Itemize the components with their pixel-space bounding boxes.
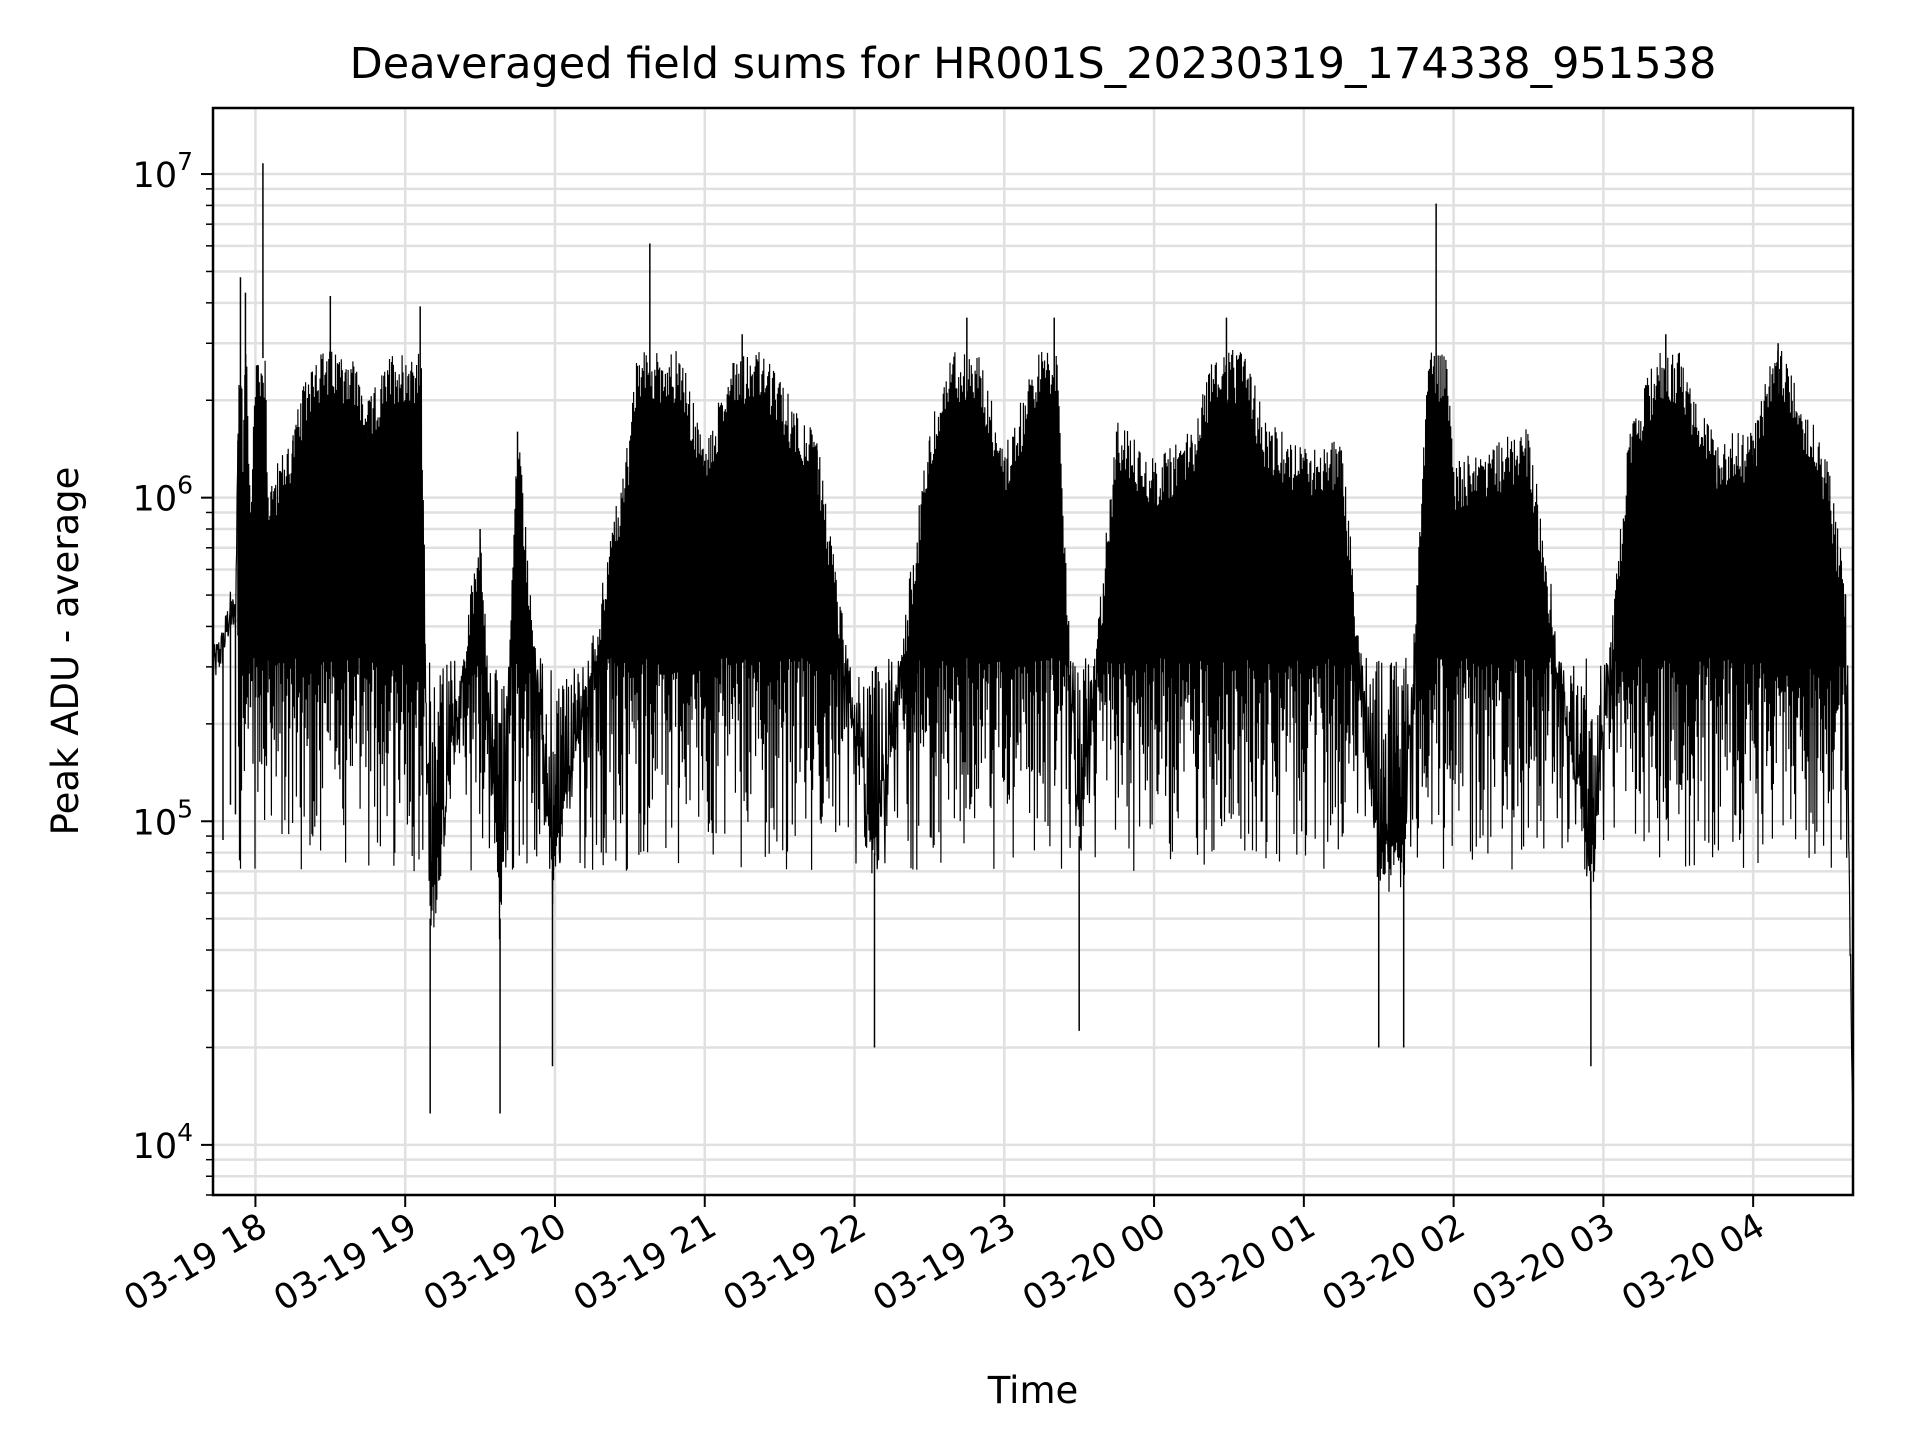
y-axis: 104 105 106 107 bbox=[133, 147, 213, 1196]
y-tick-label: 106 bbox=[133, 471, 193, 520]
plot-frame bbox=[211, 106, 1855, 1197]
y-axis-label: Peak ADU - average bbox=[44, 467, 87, 836]
y-tick-label: 105 bbox=[133, 794, 193, 843]
y-tick-label: 107 bbox=[133, 147, 193, 196]
x-axis-label: Time bbox=[987, 1369, 1079, 1412]
y-tick-label: 104 bbox=[133, 1118, 193, 1167]
grid-lines bbox=[213, 108, 1853, 1197]
chart-title: Deaveraged field sums for HR001S_2023031… bbox=[350, 39, 1717, 89]
series-trace bbox=[212, 349, 1854, 1138]
